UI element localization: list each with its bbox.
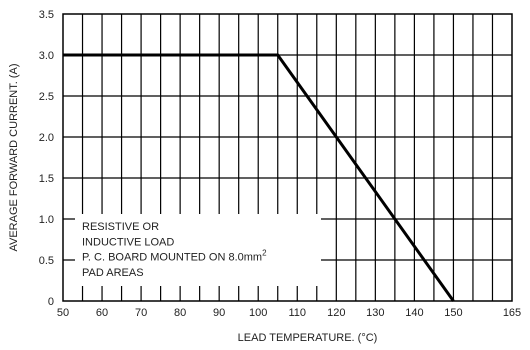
annotation-superscript: 2 [262,249,267,258]
y-tick-label: 0 [48,296,54,308]
x-tick-label: 60 [96,307,108,319]
x-tick-label: 50 [57,307,69,319]
annotation-text: RESISTIVE OR INDUCTIVE LOAD P. C. BOARD MO… [82,221,267,279]
annotation-line: INDUCTIVE LOAD [82,236,174,248]
x-tick-label: 165 [503,307,521,319]
x-tick-label: 90 [213,307,225,319]
x-tick-labels: 50 60 70 80 90 100 110 120 130 140 150 165 [57,307,521,319]
x-tick-label: 100 [249,307,267,319]
x-tick-label: 70 [135,307,147,319]
y-tick-label: 1.0 [39,214,54,226]
y-tick-label: 2.0 [39,132,54,144]
y-tick-label: 2.5 [39,91,54,103]
x-tick-label: 80 [174,307,186,319]
y-tick-label: 1.5 [39,173,54,185]
x-tick-label: 110 [288,307,306,319]
x-tick-label: 130 [366,307,384,319]
x-tick-label: 120 [327,307,345,319]
y-tick-label: 0.5 [39,255,54,267]
annotation-line: P. C. BOARD MOUNTED ON 8.0mm [82,252,262,264]
annotation-box [75,214,321,286]
annotation-line: RESISTIVE OR [82,221,159,233]
x-tick-label: 140 [405,307,423,319]
annotation-line: PAD AREAS [82,267,144,279]
y-axis-label: AVERAGE FORWARD CURRENT. (A) [8,63,20,251]
series-line [63,53,455,302]
grid [63,14,512,301]
y-tick-label: 3.5 [39,9,54,21]
plot-frame [62,13,513,302]
x-tick-label: 150 [444,307,462,319]
x-axis-label: LEAD TEMPERATURE. (°C) [238,332,378,344]
y-tick-labels: 0 0.5 1.0 1.5 2.0 2.5 3.0 3.5 [39,9,54,308]
y-tick-label: 3.0 [39,50,54,62]
